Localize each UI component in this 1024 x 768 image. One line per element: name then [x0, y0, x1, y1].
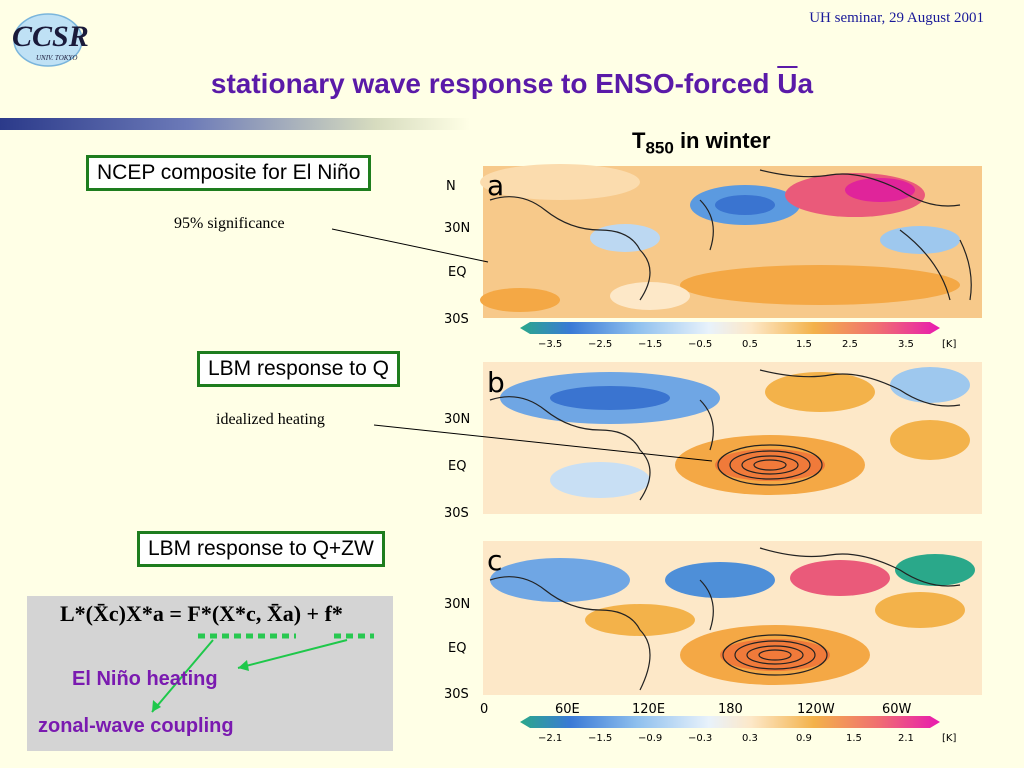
colorbar-tick: 2.1 [898, 733, 914, 744]
lat-label: 30N [444, 221, 470, 236]
colorbar-tick: 3.5 [898, 339, 914, 350]
title-prefix: stationary wave response to ENSO-forced [210, 68, 778, 99]
lat-label: N [446, 179, 456, 194]
colorbar-tick: −1.5 [638, 339, 662, 350]
title-divider [0, 118, 470, 130]
panel-b-axes: 30N EQ 30S b [444, 366, 505, 521]
box-lbm-q-zw: LBM response to Q+ZW [137, 531, 385, 567]
colorbar-tick: 2.5 [842, 339, 858, 350]
ccsr-logo: CCSR UNIV. TOKYO [6, 10, 90, 70]
colorbar-unit: [K] [942, 733, 956, 744]
colorbar-tick: −1.5 [588, 733, 612, 744]
colorbar-unit: [K] [942, 339, 956, 350]
colorbar-tick: 0.9 [796, 733, 812, 744]
figure-title-main: T [632, 128, 646, 153]
equation: L*(X̄c)X*a = F*(X*c, X̄a) + f* [60, 601, 343, 626]
logo-text: CCSR [12, 20, 89, 53]
slide-title: stationary wave response to ENSO-forced … [0, 68, 1024, 100]
arrow-heating [237, 639, 348, 669]
colorbar-tick: −0.3 [688, 733, 712, 744]
lon-label: 60E [555, 702, 580, 717]
lon-label: 120E [632, 702, 665, 717]
panel-letter: b [487, 366, 505, 399]
figure-title: T850 in winter [632, 128, 770, 158]
lat-label: 30N [444, 412, 470, 427]
lat-label: EQ [448, 641, 466, 656]
colorbar-tick: 1.5 [846, 733, 862, 744]
logo-subtext: UNIV. TOKYO [36, 54, 77, 62]
seminar-label: UH seminar, 29 August 2001 [809, 10, 984, 26]
lon-label: 60W [882, 702, 912, 717]
panel-c-colorbar: −2.1 −1.5 −0.9 −0.3 0.3 0.9 1.5 2.1 [K] [520, 716, 956, 744]
label-zonal-wave-coupling: zonal-wave coupling [38, 715, 234, 737]
panel-a-colorbar: −3.5 −2.5 −1.5 −0.5 0.5 1.5 2.5 3.5 [K] [520, 322, 956, 350]
panel-letter: c [487, 544, 502, 577]
colorbar-tick: −2.5 [588, 339, 612, 350]
note-significance: 95% significance [174, 215, 285, 232]
panel-letter: a [487, 169, 504, 202]
lat-label: 30N [444, 597, 470, 612]
panel-a-map [480, 164, 982, 318]
arrow-zonal-head [152, 700, 161, 712]
title-ubar: U [777, 68, 798, 99]
lat-label: 30S [444, 312, 469, 327]
panel-c-axes: 30N EQ 30S c 0 60E 120E 180 120W 60W [444, 544, 912, 717]
lon-label: 180 [718, 702, 743, 717]
lon-label: 0 [480, 702, 488, 717]
lat-label: 30S [444, 506, 469, 521]
lat-label: EQ [448, 459, 466, 474]
box-ncep-composite: NCEP composite for El Niño [86, 155, 372, 191]
colorbar-tick: 1.5 [796, 339, 812, 350]
panel-a-axes: N 30N EQ 30S a [444, 169, 504, 327]
arrow-heating-head [238, 660, 249, 671]
arrow-zonal [151, 639, 214, 713]
title-suffix: a [797, 68, 814, 99]
colorbar-tick: −2.1 [538, 733, 562, 744]
heating-pointer [373, 424, 713, 462]
box-lbm-q: LBM response to Q [197, 351, 400, 387]
lat-label: 30S [444, 687, 469, 702]
colorbar-tick: −3.5 [538, 339, 562, 350]
panel-c-map [483, 541, 982, 695]
colorbar-a [520, 322, 940, 334]
note-idealized-heating: idealized heating [216, 411, 325, 428]
label-el-nino-heating: El Niño heating [72, 668, 218, 690]
lat-label: EQ [448, 265, 466, 280]
colorbar-tick: 0.5 [742, 339, 758, 350]
panel-b-map [483, 362, 982, 514]
significance-pointer [331, 228, 489, 263]
figure-title-sub: 850 [645, 138, 674, 158]
figure-title-rest: in winter [673, 128, 771, 153]
colorbar-tick: 0.3 [742, 733, 758, 744]
lon-label: 120W [797, 702, 835, 717]
colorbar-c [520, 716, 940, 728]
colorbar-tick: −0.5 [688, 339, 712, 350]
equation-panel [27, 596, 393, 751]
colorbar-tick: −0.9 [638, 733, 662, 744]
